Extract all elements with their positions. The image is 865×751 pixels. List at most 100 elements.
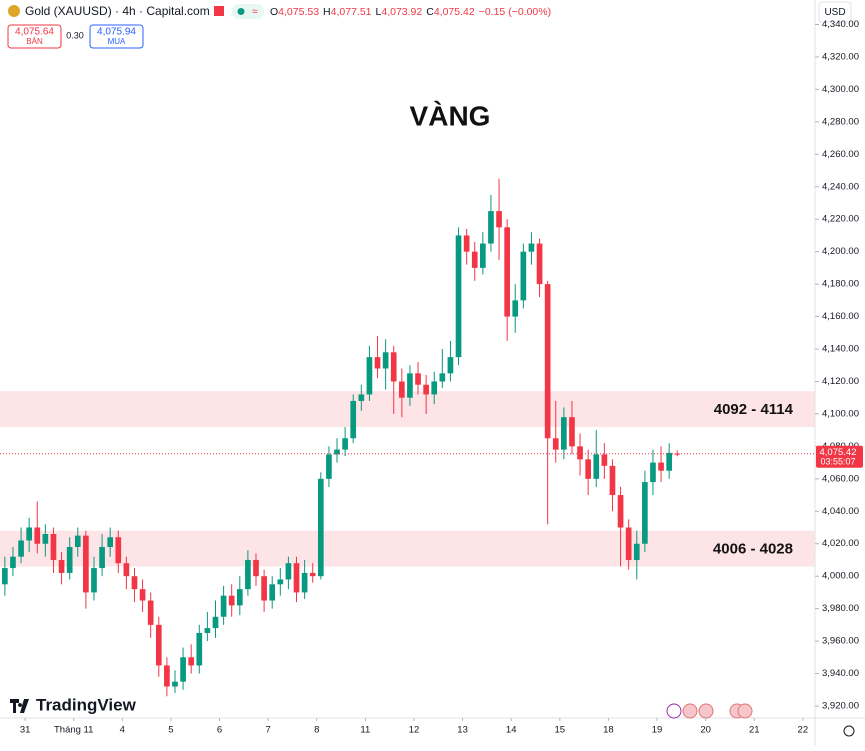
x-tick-label: 21 [749,725,760,736]
candle-body [107,537,114,547]
sell-button[interactable] [7,24,62,49]
settings-icon[interactable] [843,725,855,737]
candle-body [228,595,235,606]
y-tick-label: 4,220.00 [822,214,859,225]
ohlc-value: 4,077.51 [331,6,372,18]
y-tick-label: 4,160.00 [822,311,859,322]
candle-body [520,251,527,301]
candle-body [180,657,186,682]
candle-body [496,211,502,228]
candle-body [10,556,16,569]
x-tick-label: 15 [555,725,566,736]
candle-body [301,572,308,593]
candle-body [382,352,389,369]
y-tick-label: 3,940.00 [822,668,859,679]
event-icon[interactable] [698,703,714,719]
ohlc-label: C [426,6,434,18]
candle-body [488,211,494,244]
candle-body [245,559,251,590]
y-tick-label: 4,340.00 [822,19,859,30]
candle-body [658,462,664,471]
candle-body [350,400,357,439]
candle-body [439,373,446,382]
price-tag [816,445,863,468]
event-icon[interactable] [682,703,698,719]
x-tick-label: 19 [652,725,663,736]
x-tick-label: 31 [20,725,31,736]
y-tick-label: 4,240.00 [822,181,859,192]
buy-price: 4,075.94 [97,27,136,38]
candle-body [423,384,429,395]
candle-body [139,589,146,601]
y-tick-label: 3,960.00 [822,636,859,647]
x-tick-label: 11 [360,725,370,736]
x-tick-label: 5 [168,725,173,736]
y-tick-label: 4,100.00 [822,408,859,419]
plot-area: 4092 - 4114 4006 - 4028 [0,178,815,697]
candle-body [366,357,373,395]
candle-body [155,624,162,666]
candle-body [415,373,421,385]
candle-body [236,589,243,606]
candle-body [625,527,632,560]
candle-body [91,568,97,593]
zone-label: 4006 - 4028 [713,541,793,558]
sell-price: 4,075.64 [15,27,54,38]
y-tick-label: 4,320.00 [822,51,859,62]
candle-body [74,535,81,547]
candle-body [164,665,170,687]
candle-body [196,632,203,666]
ohlc-value: 4,073.92 [381,6,422,18]
currency-button[interactable] [818,1,852,23]
candle-body [447,357,454,374]
buy-button[interactable] [89,24,144,49]
zone [0,530,815,567]
candle-body [431,381,438,395]
event-icon[interactable] [737,703,753,719]
x-tick-label: 7 [266,725,271,736]
candle-body [83,535,89,593]
y-tick-label: 4,020.00 [822,538,859,549]
candle-body [253,559,259,577]
y-tick-label: 4,040.00 [822,506,859,517]
candle-body [34,527,41,544]
candle-body [552,438,559,450]
x-tick-label: 6 [217,725,222,736]
candle-body [293,563,300,593]
x-tick-label: 4 [120,725,125,736]
flag-icon [214,6,224,16]
candle-body [463,235,470,252]
candle-body [147,600,154,625]
ohlc-label: H [323,6,331,18]
y-tick-label: 3,980.00 [822,603,859,614]
candle-body [593,454,600,479]
change: −0.15 (−0.00%) [479,6,551,18]
candle-body [407,373,413,398]
x-tick-label: 18 [603,725,614,736]
y-tick-label: 4,180.00 [822,279,859,290]
candle-body [374,357,381,369]
candle-body [480,243,486,268]
y-tick-label: 4,120.00 [822,376,859,387]
status-dot [237,8,245,15]
ohlc-value: 4,075.53 [278,6,319,18]
candle-body [326,454,332,479]
candle-body [569,417,575,447]
candle-body [42,533,49,544]
candle-body [99,546,105,569]
spread: 0.30 [66,30,84,40]
ohlc: O4,075.53 H4,077.51 L4,073.92 C4,075.42 −0.1… [270,6,551,18]
x-tick-label: 20 [700,725,711,736]
candle-body [666,452,673,471]
candle-body [617,495,624,528]
x-tick-label: 13 [457,725,468,736]
y-tick-label: 4,300.00 [822,84,859,95]
price-tag-label: 4,075.42 [820,447,857,458]
candle-body [317,478,324,577]
candle-body [528,243,535,252]
sell-label: BÁN [26,37,43,46]
event-icon[interactable] [666,703,682,719]
candle-body [2,568,8,585]
candle-body [390,352,397,382]
